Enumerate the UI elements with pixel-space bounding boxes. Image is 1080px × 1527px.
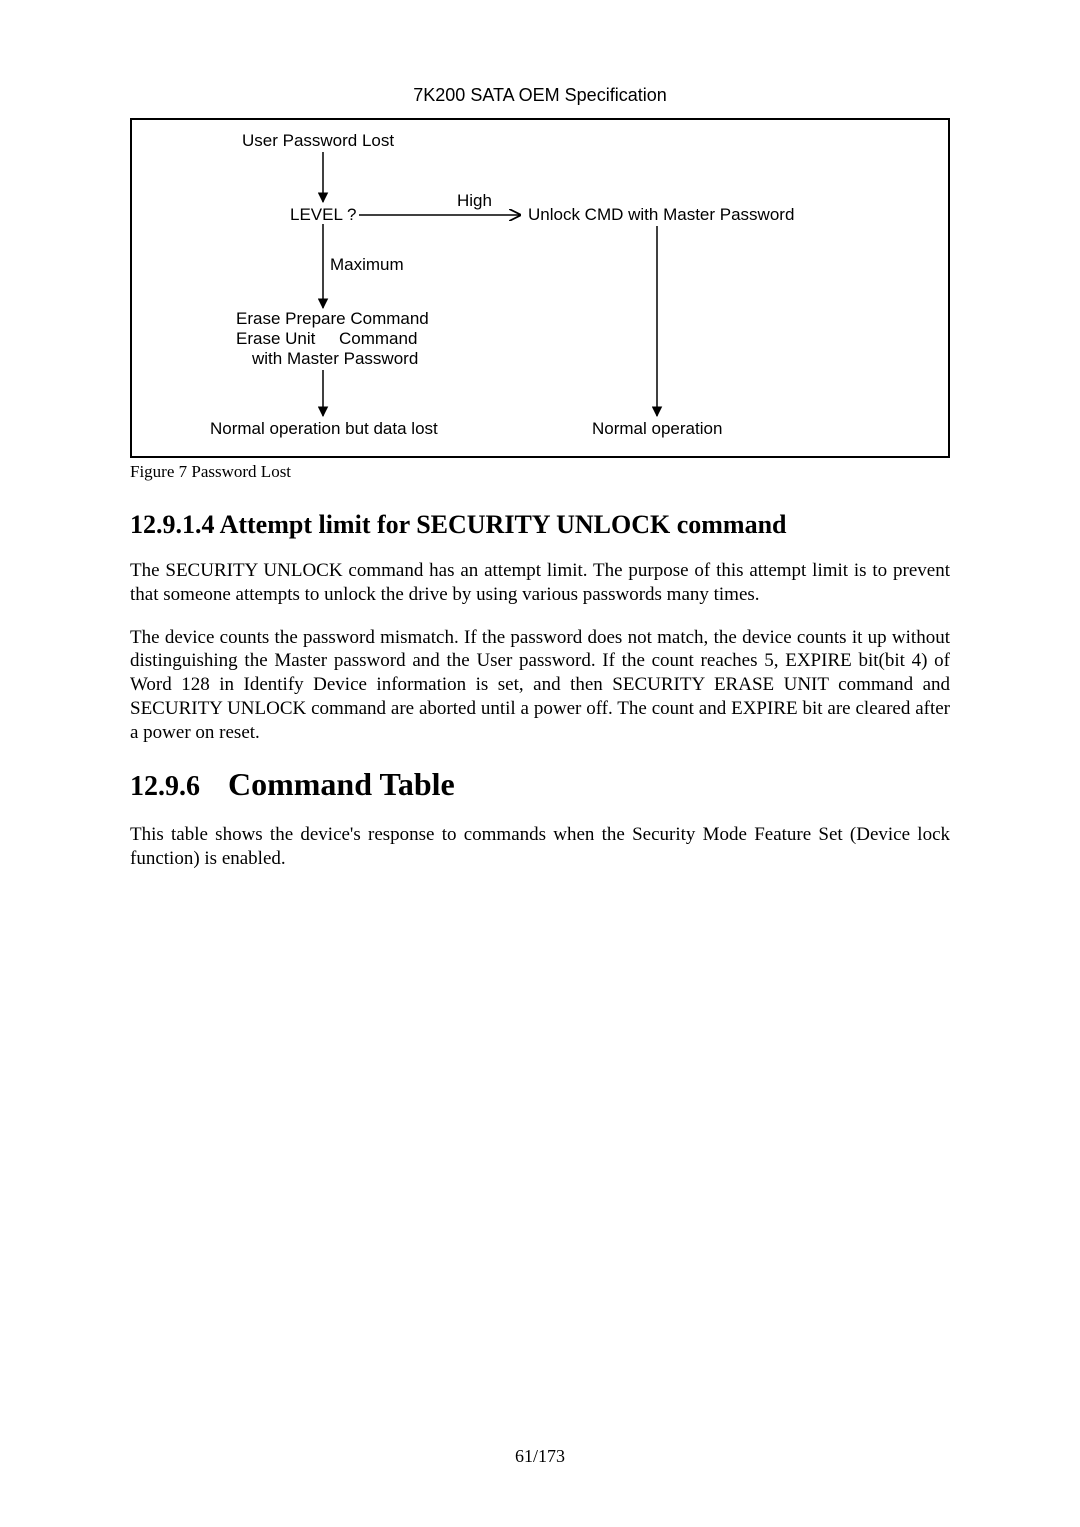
doc-header: 7K200 SATA OEM Specification (130, 85, 950, 106)
edge-high-label: High (457, 191, 492, 210)
section-heading-1: 12.9.1.4 Attempt limit for SECURITY UNLO… (130, 510, 950, 540)
node-unlock: Unlock CMD with Master Password (528, 205, 794, 224)
section-num-1: 12.9.1.4 (130, 510, 215, 539)
flowchart-diagram: User Password Lost LEVEL ? High Unlock C… (130, 118, 950, 458)
paragraph-2: The device counts the password mismatch.… (130, 626, 950, 745)
section-title-2: Command Table (228, 766, 455, 803)
node-end-left: Normal operation but data lost (210, 419, 438, 438)
paragraph-1: The SECURITY UNLOCK command has an attem… (130, 559, 950, 607)
node-erase2: Erase Unit Command (236, 329, 417, 348)
edge-max-label: Maximum (330, 255, 404, 274)
page: 7K200 SATA OEM Specification User Passwo… (0, 0, 1080, 1527)
node-start: User Password Lost (242, 131, 394, 150)
section-num-2: 12.9.6 (130, 771, 200, 803)
node-level: LEVEL ? (290, 205, 356, 224)
node-end-right: Normal operation (592, 419, 722, 438)
section-title-1: Attempt limit for SECURITY UNLOCK comman… (220, 510, 787, 539)
paragraph-3: This table shows the device's response t… (130, 823, 950, 871)
page-number: 61/173 (0, 1446, 1080, 1467)
node-erase1: Erase Prepare Command (236, 309, 429, 328)
figure-caption: Figure 7 Password Lost (130, 462, 950, 482)
node-erase3: with Master Password (251, 349, 418, 368)
section-heading-2: 12.9.6 Command Table (130, 766, 950, 803)
